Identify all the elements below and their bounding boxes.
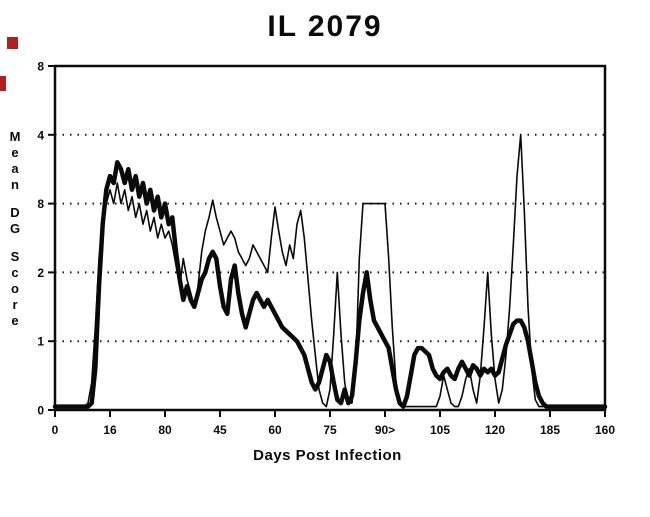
x-tick-label: 45: [213, 423, 227, 437]
x-axis-title: Days Post Infection: [253, 447, 402, 464]
y-axis-title-letter: c: [11, 264, 19, 280]
red-scan-artifact: [7, 37, 18, 49]
chart-title: IL 2079: [267, 10, 383, 43]
x-tick-label: 16: [103, 423, 117, 437]
y-tick-label: 4: [37, 128, 44, 142]
y-axis-title-letter: G: [9, 220, 21, 236]
x-tick-label: 185: [540, 423, 560, 437]
plot-wrap: 0 16 80 45 60 75 90> 105 120 185 160 0 1 2 8 4 8: [30, 58, 625, 445]
y-tick-label: 2: [37, 266, 44, 280]
y-tick-label: 8: [37, 60, 44, 74]
thin-line: [54, 134, 606, 408]
y-axis-title-letter: o: [11, 280, 19, 296]
y-axis-title-letter: e: [11, 312, 19, 328]
y-axis-title-letter: M: [9, 128, 21, 144]
thick-line: [52, 160, 608, 409]
x-tick-label: 105: [430, 423, 450, 437]
x-tick-label: 75: [323, 423, 337, 437]
y-tick-label: 1: [37, 335, 44, 349]
page: { "title": "IL 2079", "y_axis_letters": …: [0, 10, 650, 517]
x-tick-label: 160: [595, 423, 615, 437]
y-tick-label: 0: [37, 404, 44, 418]
red-scan-artifact: [0, 76, 6, 91]
y-axis-title-letter: e: [11, 144, 19, 160]
y-axis-title-letter: n: [11, 176, 19, 192]
y-axis-title-letter: a: [11, 160, 19, 176]
y-tick-label: 8: [37, 197, 44, 211]
x-tick-label: 80: [158, 423, 172, 437]
y-axis-title-letter: r: [12, 296, 18, 312]
y-axis-title-letter: D: [10, 204, 20, 220]
x-tick-label: 0: [52, 423, 59, 437]
y-axis-title-letter: S: [10, 248, 20, 264]
x-tick-label: 120: [485, 423, 505, 437]
x-tick-label: 90>: [375, 423, 395, 437]
x-tick-label: 60: [268, 423, 282, 437]
